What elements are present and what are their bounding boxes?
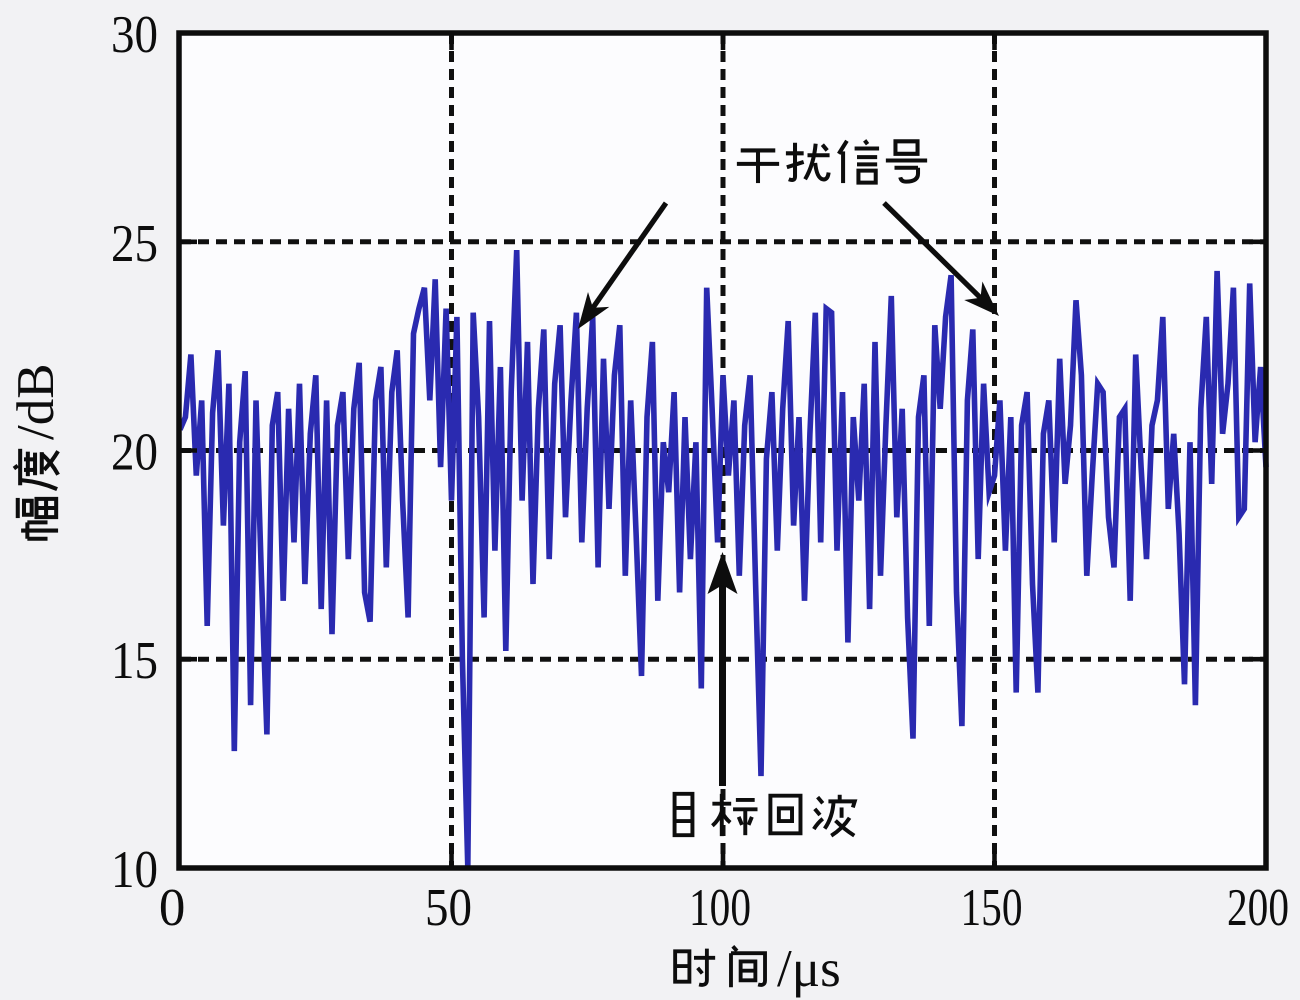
- svg-text:30: 30: [111, 6, 158, 64]
- svg-text:200: 200: [1227, 879, 1289, 937]
- svg-text:0: 0: [159, 879, 186, 937]
- svg-text:/μs: /μs: [777, 940, 841, 998]
- svg-text:20: 20: [111, 424, 158, 482]
- svg-text:25: 25: [111, 215, 158, 273]
- svg-text:10: 10: [111, 841, 158, 899]
- svg-text:100: 100: [689, 879, 751, 937]
- svg-text:15: 15: [111, 632, 158, 690]
- svg-text:/dB: /dB: [7, 363, 65, 440]
- svg-text:150: 150: [961, 879, 1023, 937]
- svg-text:50: 50: [425, 879, 472, 937]
